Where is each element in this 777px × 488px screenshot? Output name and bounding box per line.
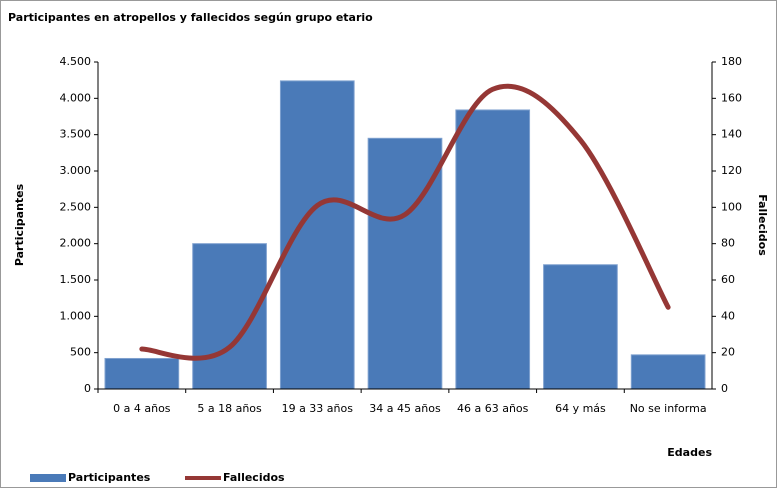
y2-tick-label: 180 [721,55,742,68]
bar [543,264,618,390]
bar [630,354,706,390]
legend-swatch [30,474,66,482]
y-tick-label: 0 [84,382,91,395]
bar [455,109,531,390]
y-tick-label: 2.000 [60,237,92,250]
y-tick-label: 500 [70,346,91,359]
x-axis-title: Edades [667,446,712,459]
y2-tick-label: 40 [721,309,735,322]
y2-axis-title: Fallecidos [756,194,769,256]
y-tick-label: 3.500 [60,128,92,141]
bar [104,357,180,390]
x-tick-label: No se informa [630,402,707,415]
y-axis-title: Participantes [13,183,26,266]
y-tick-label: 1.500 [60,273,92,286]
x-tick-label: 19 a 33 años [282,402,354,415]
x-tick-label: 0 a 4 años [113,402,171,415]
bar [279,80,355,390]
y-tick-label: 1.000 [60,309,92,322]
y-tick-label: 3.000 [60,164,92,177]
legend-label: Participantes [68,471,151,484]
legend-label: Fallecidos [223,471,285,484]
line [139,83,671,361]
y2-tick-label: 120 [721,164,742,177]
x-tick-label: 5 a 18 años [197,402,262,415]
y2-tick-label: 20 [721,346,735,359]
x-tick-label: 64 y más [555,402,606,415]
bar [367,137,443,390]
y2-tick-label: 100 [721,200,742,213]
y-tick-label: 2.500 [60,200,92,213]
y2-tick-label: 0 [721,382,728,395]
y2-tick-label: 60 [721,273,735,286]
x-tick-label: 46 a 63 años [457,402,529,415]
x-tick-label: 34 a 45 años [369,402,441,415]
y-tick-label: 4.000 [60,91,92,104]
y2-tick-label: 80 [721,237,735,250]
y2-tick-label: 160 [721,91,742,104]
y-tick-label: 4.500 [60,55,92,68]
chart-title: Participantes en atropellos y fallecidos… [8,11,373,24]
y2-tick-label: 140 [721,128,742,141]
